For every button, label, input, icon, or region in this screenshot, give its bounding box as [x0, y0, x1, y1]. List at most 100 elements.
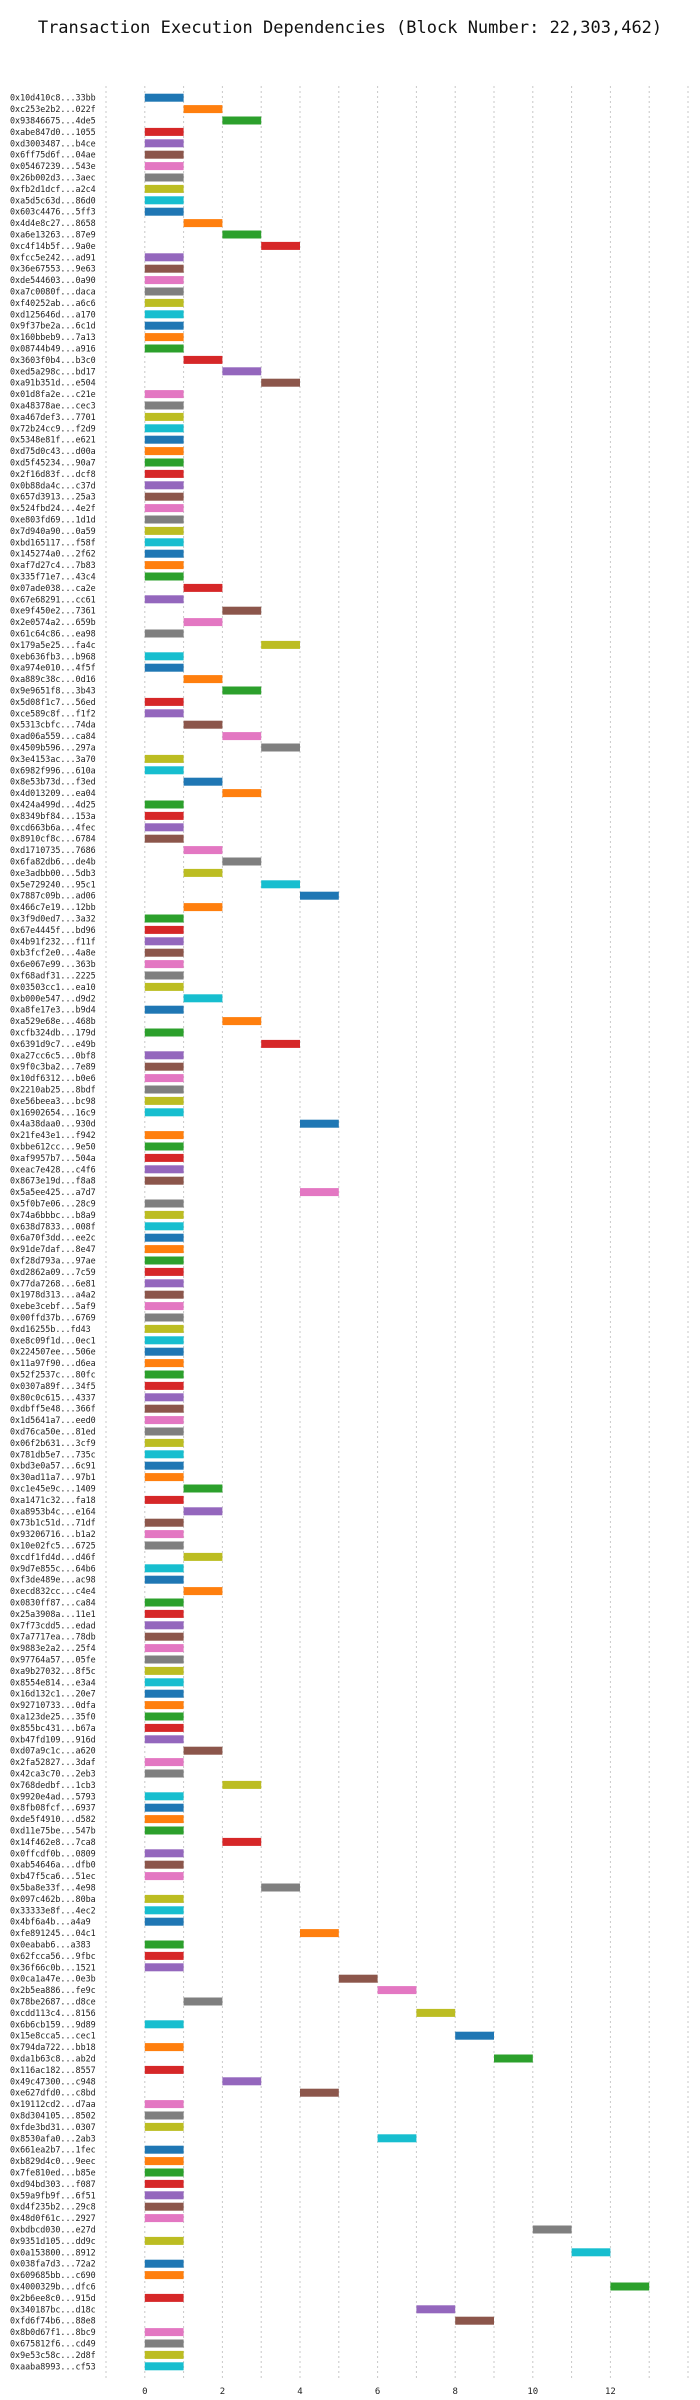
tx-label: 0xe803fd69...1d1d [10, 515, 96, 525]
tx-label: 0x3e4153ac...3a70 [10, 754, 96, 764]
tx-label: 0x5313cbfc...74da [10, 720, 96, 730]
task-bar [144, 2271, 184, 2280]
tx-label: 0xb000e547...d9d2 [10, 993, 96, 1003]
x-tick-label: 12 [605, 2387, 616, 2397]
tx-label: 0x4d4e8c27...8658 [10, 218, 96, 228]
task-bar [144, 914, 184, 923]
tx-label: 0xde5f4910...d582 [10, 1814, 96, 1824]
tx-label: 0x4bf6a4b...a4a9 [10, 1917, 91, 1927]
task-bar [144, 2020, 184, 2029]
task-bar [261, 880, 300, 889]
task-bar [144, 1689, 184, 1698]
task-bar [183, 1552, 223, 1561]
tx-label: 0x10e02fc5...6725 [10, 1541, 96, 1551]
task-bar [144, 1564, 184, 1573]
tx-label: 0x638d7833...008f [10, 1221, 96, 1231]
task-bar [144, 150, 184, 159]
task-bar [144, 333, 184, 342]
task-bar [144, 1701, 184, 1710]
task-bar [144, 1815, 184, 1824]
tx-label: 0xaaba8993...cf53 [10, 2361, 96, 2371]
tx-label: 0x16d132c1...20e7 [10, 1689, 96, 1699]
tx-label: 0xb47f5ca6...51ec [10, 1871, 96, 1881]
task-bar [144, 1245, 184, 1254]
task-bar [183, 675, 223, 684]
task-bar [144, 1655, 184, 1664]
task-bar [144, 2100, 184, 2109]
tx-label: 0x05467239...543e [10, 161, 96, 171]
tx-label: 0x0307a89f...34f5 [10, 1381, 96, 1391]
tx-label: 0x10df6312...b0e6 [10, 1073, 96, 1083]
tx-label: 0x9e53c58c...2d8f [10, 2350, 96, 2360]
tx-label: 0x21fe43e1...f942 [10, 1130, 96, 1140]
task-bar [144, 162, 184, 171]
tx-label: 0xbdbcd030...e27d [10, 2225, 96, 2235]
task-bar [144, 412, 184, 421]
task-bar [144, 1518, 184, 1527]
tx-label: 0xaf7d27c4...7b83 [10, 560, 96, 570]
task-bar [144, 1393, 184, 1402]
tx-label: 0x08744b49...a916 [10, 344, 96, 354]
tx-label: 0x7a7717ea...78db [10, 1632, 96, 1642]
tx-label: 0x675812f6...cd49 [10, 2339, 96, 2349]
task-bar [144, 264, 184, 273]
tx-label: 0xa7c0080f...daca [10, 287, 96, 297]
tx-label: 0x4a38daa0...930d [10, 1119, 96, 1129]
tx-label: 0x16902654...16c9 [10, 1107, 96, 1117]
x-tick-label: 0 [142, 2387, 147, 2397]
tx-label: 0x9f0c3ba2...7e89 [10, 1062, 96, 1072]
tx-label: 0x179a5e25...fa4c [10, 640, 96, 650]
task-bar [222, 367, 262, 376]
task-bar [144, 1153, 184, 1162]
tx-label: 0x603c4476...5ff3 [10, 207, 96, 217]
tx-label: 0xeb636fb3...b968 [10, 651, 96, 661]
task-bar [144, 515, 184, 524]
tx-label: 0xbbe612cc...9e50 [10, 1142, 96, 1152]
tx-label: 0x62fcca56...9fbc [10, 1951, 96, 1961]
task-bar [144, 1005, 184, 1014]
tx-label: 0xfcc5e242...ad91 [10, 252, 96, 262]
tx-label: 0x038fa7d3...72a2 [10, 2259, 96, 2269]
task-bar [300, 1119, 339, 1128]
task-bar [144, 754, 184, 763]
tx-label: 0xd75d0c43...d00a [10, 446, 96, 456]
tx-label: 0x8d304105...8502 [10, 2111, 96, 2121]
task-bar [144, 1473, 184, 1482]
task-bar [144, 1849, 184, 1858]
task-bar [144, 447, 184, 456]
tx-label: 0xd125646d...a170 [10, 309, 96, 319]
tx-label: 0xab54646a...dfb0 [10, 1860, 96, 1870]
task-bar [183, 1997, 223, 2006]
tx-label: 0x01d8fa2e...c21e [10, 389, 96, 399]
tx-label: 0x67e4445f...bd96 [10, 925, 96, 935]
tx-label: 0xcdd113c4...8156 [10, 2008, 96, 2018]
tx-label: 0xd07a9c1c...a620 [10, 1746, 96, 1756]
task-bar [144, 1541, 184, 1550]
task-bar [144, 572, 184, 581]
task-bar [144, 1940, 184, 1949]
tx-label: 0x145274a0...2f62 [10, 549, 96, 559]
task-bar [144, 538, 184, 547]
task-bar [144, 2202, 184, 2211]
task-bar [144, 663, 184, 672]
tx-label: 0x8910cf8c...6784 [10, 834, 96, 844]
task-bar [144, 2259, 184, 2268]
tx-label: 0xe3adbb00...5db3 [10, 868, 96, 878]
task-bar [144, 1461, 184, 1470]
task-bar [144, 1096, 184, 1105]
tx-label: 0x67e68291...cc61 [10, 594, 96, 604]
task-bar [144, 1347, 184, 1356]
tx-label: 0xf68adf31...2225 [10, 971, 96, 981]
task-bar [144, 1906, 184, 1915]
tx-label: 0x91de7daf...8e47 [10, 1244, 96, 1254]
task-bar [338, 1974, 378, 1983]
task-bar [144, 1074, 184, 1083]
task-bar [144, 1028, 184, 1037]
tx-label: 0x6ff75d6f...04ae [10, 150, 96, 160]
tx-label: 0x6391d9c7...e49b [10, 1039, 96, 1049]
task-bar [144, 401, 184, 410]
tx-label: 0x07ade038...ca2e [10, 583, 96, 593]
tx-label: 0x10d410c8...33bb [10, 93, 96, 103]
task-bar [144, 1131, 184, 1140]
tx-label: 0x2210ab25...8bdf [10, 1085, 96, 1095]
